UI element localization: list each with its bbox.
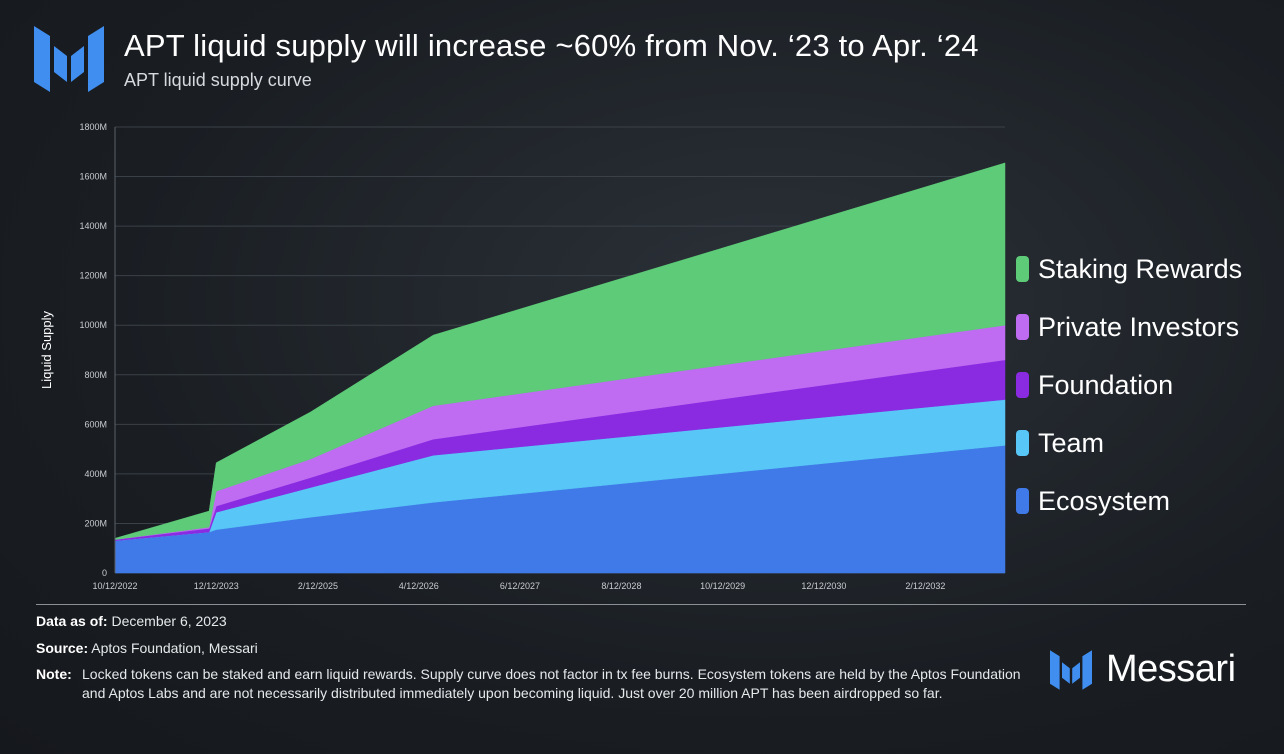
note-label: Note: [36,666,72,682]
legend-label-staking-rewards: Staking Rewards [1038,253,1243,284]
page-subtitle: APT liquid supply curve [124,70,312,90]
y-tick-label: 1400M [79,221,107,231]
legend-swatch-staking-rewards [1016,256,1029,282]
x-tick-label: 6/12/2027 [500,581,540,591]
note-block: Note: Locked tokens can be staked and ea… [36,665,1026,703]
page-title: APT liquid supply will increase ~60% fro… [124,28,979,63]
legend-swatch-foundation [1016,372,1029,398]
y-tick-label: 0 [102,568,107,578]
legend-swatch-ecosystem [1016,488,1029,514]
messari-brand-logo-icon [1050,649,1092,690]
brand-name: Messari [1106,648,1236,690]
chart-legend: Staking Rewards Private Investors Founda… [1016,240,1242,530]
legend-swatch-team [1016,430,1029,456]
legend-item-foundation: Foundation [1016,356,1242,414]
legend-label-private-investors: Private Investors [1038,311,1240,342]
y-tick-label: 1200M [79,271,107,281]
y-tick-label: 400M [84,469,107,479]
note-text: Locked tokens can be staked and earn liq… [82,666,1021,701]
x-tick-label: 10/12/2029 [700,581,745,591]
x-tick-label: 12/12/2023 [194,581,239,591]
data-as-of-label: Data as of: [36,613,108,629]
legend-label-team: Team [1038,427,1105,458]
data-as-of: Data as of: December 6, 2023 [36,612,227,631]
chart-axes: 0 200M 400M 600M 800M 1000M 1200M 1400M 1600M 180… [39,122,945,591]
x-tick-label: 4/12/2026 [399,581,439,591]
messari-logo-icon [34,26,104,92]
data-as-of-value: December 6, 2023 [111,613,227,629]
footer-divider [36,604,1246,605]
legend-item-private-investors: Private Investors [1016,298,1242,356]
messari-brand: Messari [1050,648,1236,691]
legend-item-team: Team [1016,414,1242,472]
legend-label-foundation: Foundation [1038,369,1174,400]
x-tick-label: 2/12/2025 [298,581,338,591]
x-tick-label: 2/12/2032 [905,581,945,591]
y-tick-label: 600M [84,419,107,429]
legend-swatch-private-investors [1016,314,1029,340]
y-tick-label: 1800M [79,122,107,132]
legend-item-ecosystem: Ecosystem [1016,472,1242,530]
y-tick-label: 800M [84,370,107,380]
chart-areas [114,162,1006,574]
x-tick-label: 8/12/2028 [601,581,641,591]
source-line: Source: Aptos Foundation, Messari [36,639,258,658]
source-label: Source: [36,640,89,656]
x-tick-label: 12/12/2030 [801,581,846,591]
y-tick-label: 1600M [79,172,107,182]
legend-item-staking-rewards: Staking Rewards [1016,240,1242,298]
legend-label-ecosystem: Ecosystem [1038,485,1171,516]
y-tick-label: 200M [84,518,107,528]
area-series-staking-rewards [114,162,1006,540]
y-tick-label: 1000M [79,320,107,330]
x-tick-label: 10/12/2022 [92,581,137,591]
y-axis-title: Liquid Supply [39,310,54,389]
source-value: Aptos Foundation, Messari [91,640,258,656]
